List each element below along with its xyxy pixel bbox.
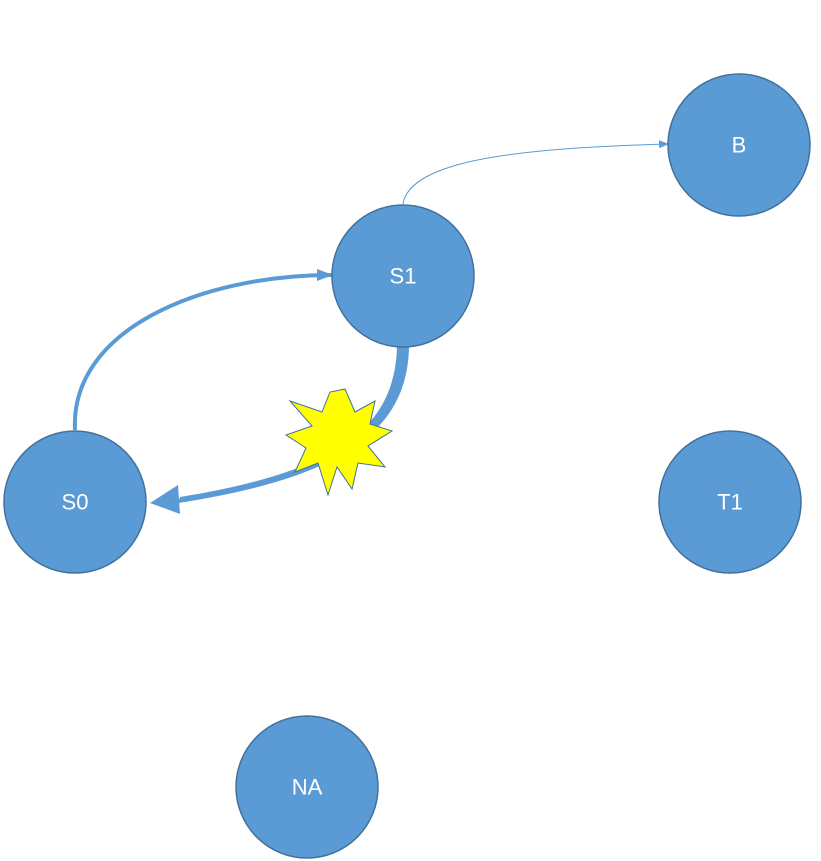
edge-s1-to-s0 (178, 346, 409, 503)
starburst-icon (284, 388, 394, 497)
edge-s1-to-s0-arrowhead (150, 485, 180, 514)
node-s1-label: S1 (390, 264, 417, 289)
edge-s0-to-s1 (72, 269, 333, 431)
edge-s1-to-b (402, 140, 669, 205)
node-s1[interactable]: S1 (331, 204, 475, 348)
node-b-label: B (732, 133, 747, 158)
node-na-label: NA (292, 775, 323, 800)
node-s0[interactable]: S0 (3, 430, 147, 574)
node-t1-label: T1 (717, 490, 743, 515)
node-s0-label: S0 (62, 490, 89, 515)
node-b[interactable]: B (667, 73, 811, 217)
node-t1[interactable]: T1 (658, 430, 802, 574)
node-na[interactable]: NA (235, 715, 379, 859)
